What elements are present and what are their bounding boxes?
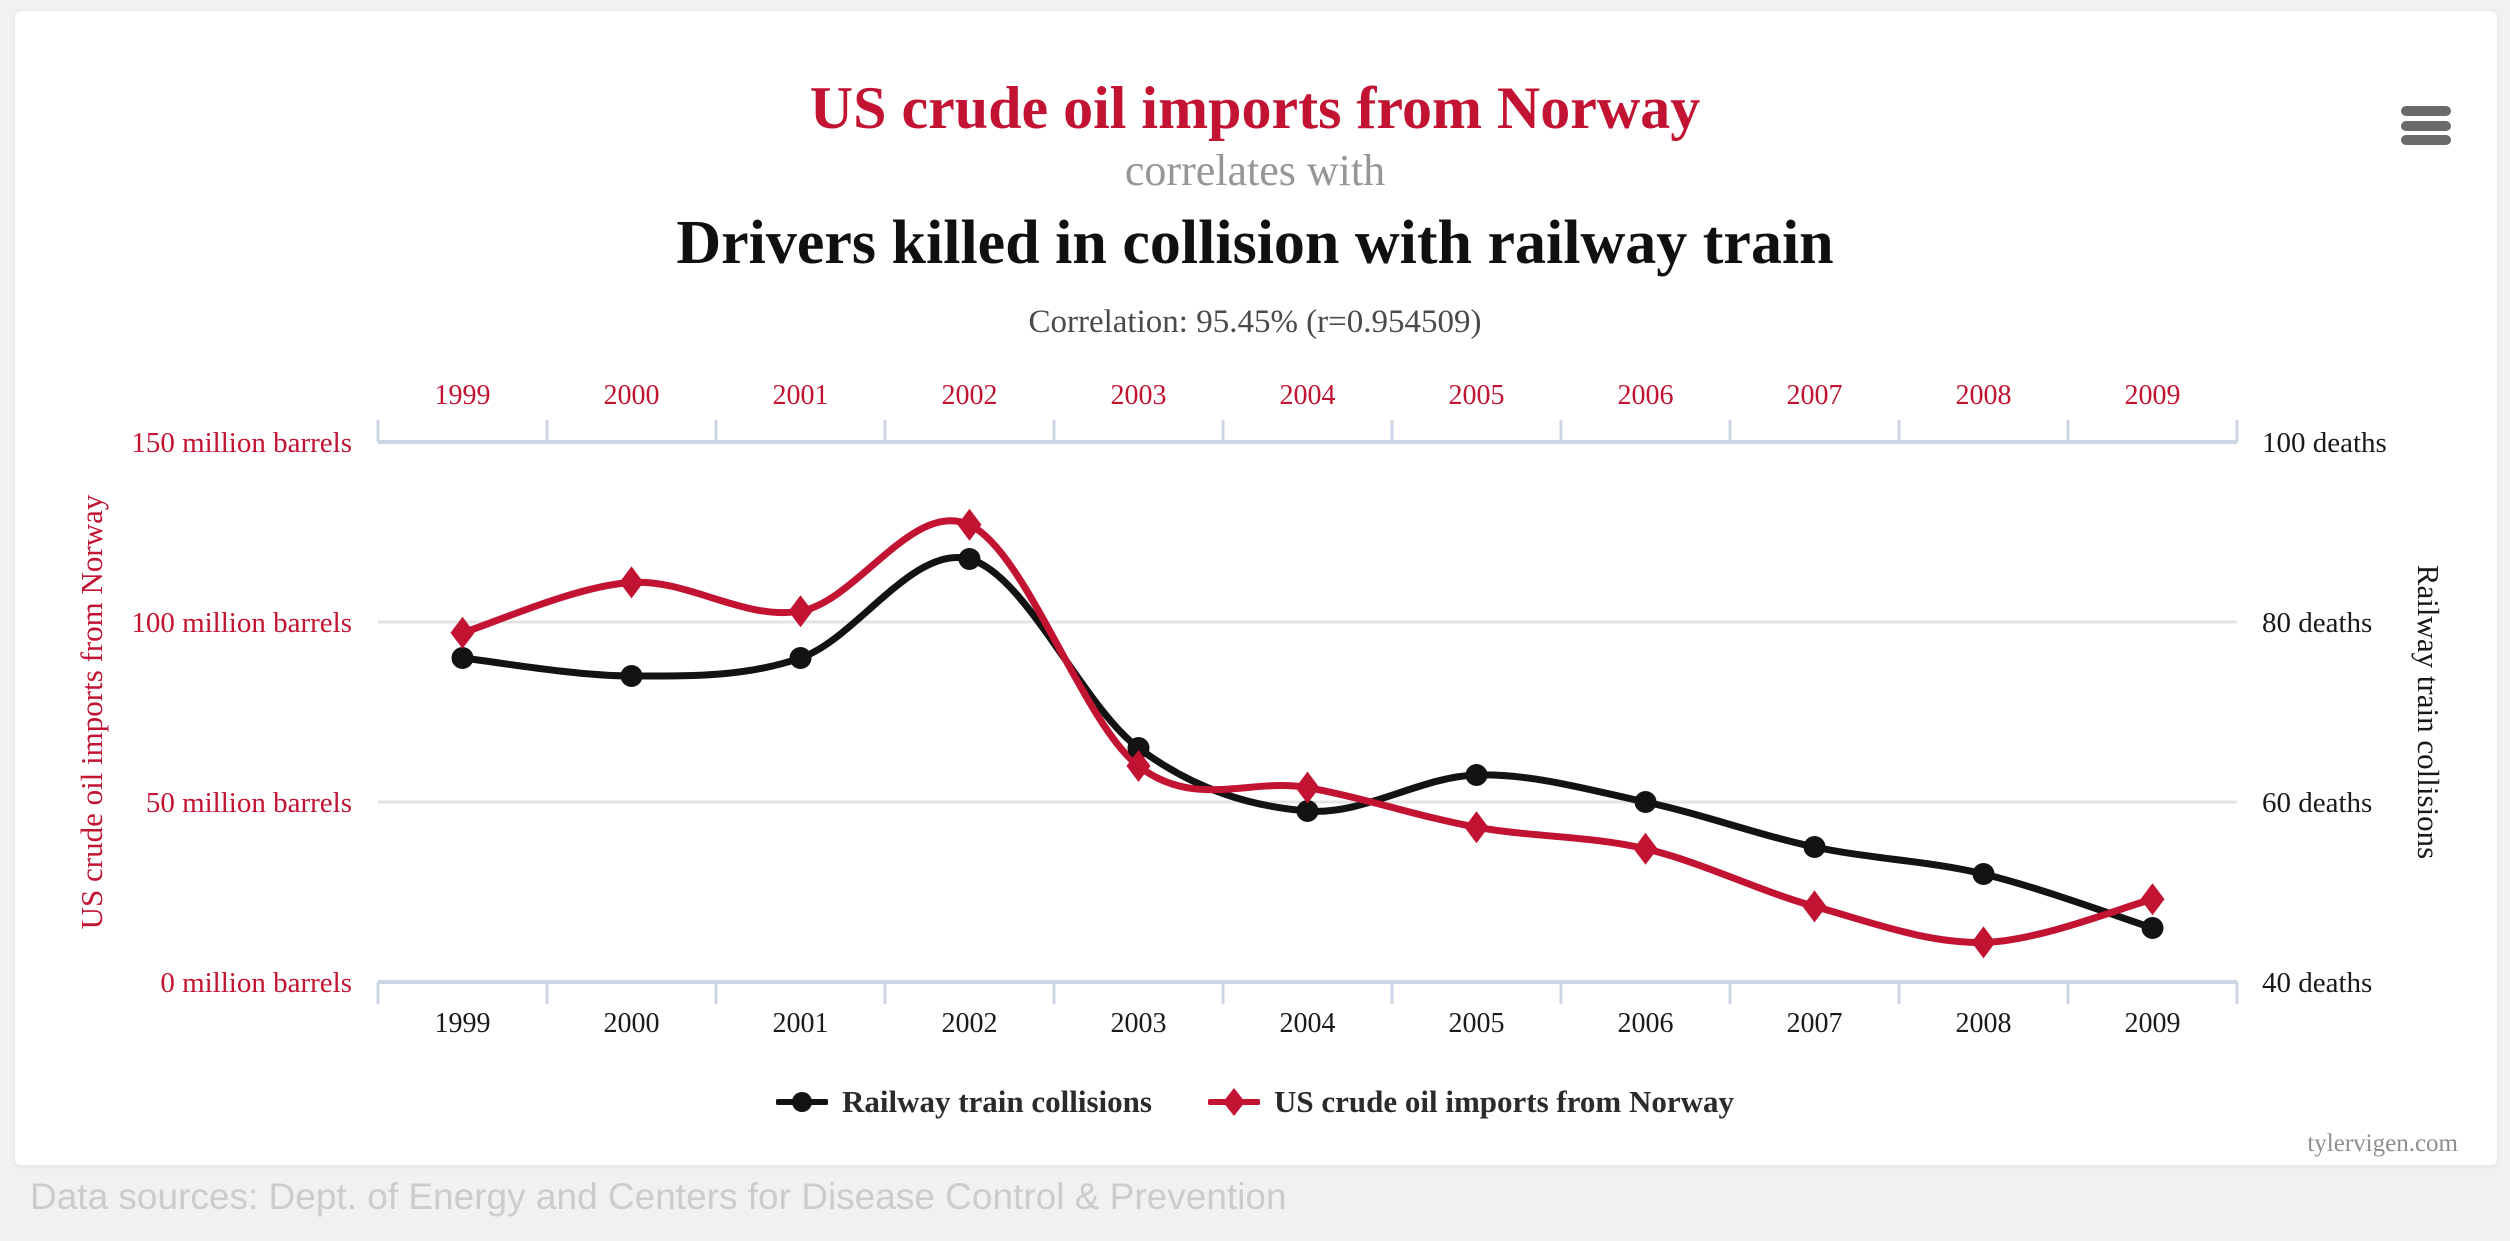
legend-label: US crude oil imports from Norway [1273,1084,1735,1119]
data-point-circle [1634,791,1657,813]
legend-marker-shape [1222,1088,1245,1116]
left-tick-label: 0 million barrels [160,967,352,999]
data-point-circle [789,647,812,669]
page-title: US crude oil imports from Norway [809,75,1701,141]
top-year-label: 2008 [1956,380,2012,411]
right-tick-label: 80 deaths [2262,607,2372,639]
left-tick-label: 150 million barrels [131,427,352,459]
right-tick-label: 60 deaths [2262,787,2372,819]
legend-circle-marker-icon [775,1092,828,1112]
legend-diamond-marker-icon [1207,1088,1260,1116]
bottom-year-label: 2009 [2125,1008,2181,1039]
menu-bar [2401,120,2451,131]
data-point-diamond [788,595,813,628]
left-tick-label: 50 million barrels [146,787,352,819]
menu-bar [2401,135,2451,145]
data-point-circle [1465,764,1488,786]
data-point-diamond [1633,832,1658,865]
connector-text: correlates with [1124,146,1386,195]
top-year-label: 2004 [1280,380,1336,411]
bottom-year-label: 2003 [1111,1008,1167,1039]
data-point-diamond [1802,890,1827,923]
data-sources: Data sources: Dept. of Energy and Center… [30,1176,1287,1217]
data-point-diamond [450,616,475,649]
left-tick-label: 100 million barrels [131,607,352,639]
bottom-year-label: 2007 [1787,1008,1843,1039]
top-year-label: 2005 [1449,380,1505,411]
data-point-diamond [957,508,982,541]
top-year-label: 2001 [773,380,829,411]
data-point-diamond [1971,926,1996,959]
menu-icon[interactable] [2401,106,2451,145]
bottom-year-label: 2005 [1449,1008,1505,1039]
data-point-diamond [1126,750,1151,782]
legend: Railway train collisions US crude oil imp… [0,1072,2510,1132]
data-point-circle [958,548,981,570]
data-point-circle [620,665,643,687]
right-axis-title: Railway train collisions [2411,565,2446,859]
bottom-year-label: 1999 [435,1008,491,1039]
right-tick-label: 100 deaths [2262,427,2387,459]
top-year-label: 2003 [1111,380,1167,411]
legend-marker-shape [791,1092,812,1112]
top-year-label: 2006 [1618,380,1674,411]
secondary-title: Drivers killed in collision with railway… [676,209,1834,277]
correlation-label: Correlation: 95.45% (r=0.954509) [1028,304,1482,340]
data-point-circle [1127,737,1150,759]
left-axis-title: US crude oil imports from Norway [74,494,109,929]
bottom-year-label: 2004 [1280,1008,1336,1039]
data-point-diamond [1295,771,1320,804]
legend-item-0: Railway train collisions [775,1082,1152,1122]
bottom-year-label: 2008 [1956,1008,2012,1039]
data-point-circle [1972,863,1995,885]
chart-card [14,10,2498,1166]
data-point-diamond [619,566,644,599]
series-line-0 [459,553,2156,932]
site-credit: tylervigen.com [2307,1130,2458,1157]
data-point-circle [1296,800,1319,822]
bottom-year-label: 2000 [604,1008,660,1039]
top-year-label: 1999 [435,380,491,411]
legend-label: Railway train collisions [841,1084,1152,1119]
bottom-year-label: 2006 [1618,1008,1674,1039]
data-point-diamond [2140,883,2165,916]
menu-bar [2401,106,2451,116]
right-tick-label: 40 deaths [2262,967,2372,999]
top-year-label: 2007 [1787,380,1843,411]
top-year-label: 2000 [604,380,660,411]
top-year-label: 2002 [942,380,998,411]
top-year-label: 2009 [2125,380,2181,411]
series-line-1 [459,517,2156,946]
data-point-circle [1803,836,1826,858]
data-point-circle [451,647,474,669]
bottom-year-label: 2001 [773,1008,829,1039]
bottom-year-label: 2002 [942,1008,998,1039]
legend-item-1: US crude oil imports from Norway [1207,1082,1735,1122]
data-point-circle [2141,917,2164,939]
data-point-diamond [1464,811,1489,844]
